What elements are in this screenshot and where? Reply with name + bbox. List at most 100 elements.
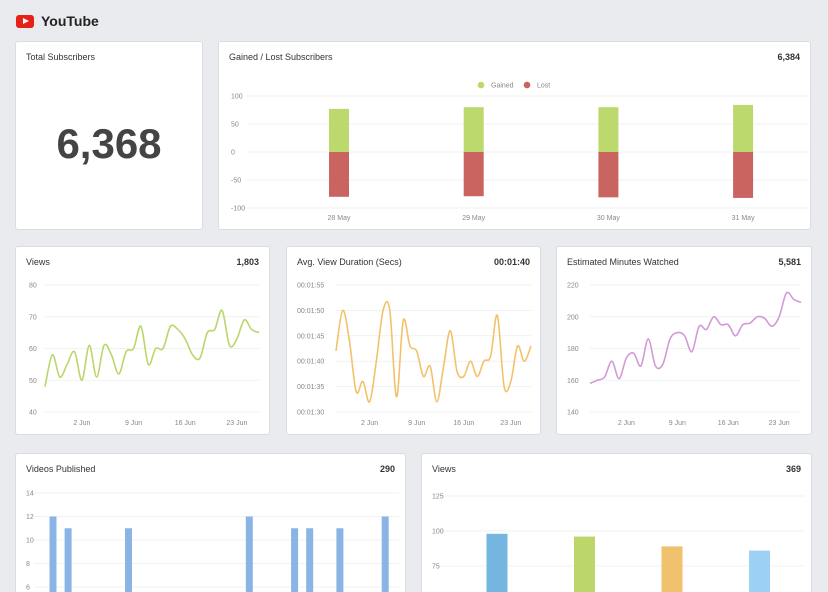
bar-gained	[733, 104, 754, 152]
y-tick-label: 140	[567, 410, 579, 417]
x-tick-label: 23 Jun	[226, 420, 247, 427]
y-tick-label: 00:01:50	[297, 308, 324, 315]
bar	[49, 516, 57, 592]
bar	[486, 533, 508, 592]
x-tick-label: 23 Jun	[500, 420, 521, 427]
x-tick-label: 9 Jun	[669, 420, 686, 427]
minutes-line-card: Estimated Minutes Watched 5,581 220 200 18…	[556, 246, 812, 435]
y-tick-label: 60	[29, 346, 37, 353]
series-line	[44, 309, 260, 387]
y-tick-label: 00:01:35	[297, 384, 324, 391]
x-tick-label: 30 May	[597, 215, 620, 222]
y-tick-label: 10	[26, 538, 34, 545]
card-total: 5,581	[778, 257, 801, 267]
bar	[245, 516, 253, 592]
bar	[306, 528, 314, 592]
y-tick-label: 50	[29, 378, 37, 385]
bar	[749, 550, 770, 592]
views-line-card: Views 1,803 80 70 60 50 40 2 Jun 9 Jun 16 Jun 23…	[15, 246, 270, 435]
legend-label: Lost	[537, 83, 550, 90]
y-tick-label: 160	[567, 378, 579, 385]
card-title: Videos Published	[26, 464, 96, 474]
y-tick-label: 6	[26, 585, 30, 592]
bar-gained	[329, 108, 349, 152]
views-line-chart: 80 70 60 50 40 2 Jun 9 Jun 16 Jun 23 Jun	[29, 283, 260, 427]
y-tick-label: 8	[26, 561, 30, 568]
y-tick-label: -50	[231, 178, 241, 185]
legend-label: Gained	[491, 83, 514, 90]
gained-lost-chart: 100 50 0 -50 -100 28 May 29 May 30 May 31 May Gai…	[231, 81, 809, 222]
x-tick-label: 2 Jun	[73, 420, 90, 427]
y-tick-label: 00:01:55	[297, 283, 324, 290]
y-tick-label: 70	[29, 314, 37, 321]
x-tick-label: 28 May	[328, 215, 351, 222]
bar	[125, 528, 132, 592]
y-tick-label: 180	[567, 346, 579, 353]
x-tick-label: 23 Jun	[769, 420, 790, 427]
x-tick-label: 16 Jun	[175, 420, 196, 427]
total-subscribers-card: Total Subscribers 6,368	[15, 41, 203, 230]
bar	[336, 528, 344, 592]
card-total: 290	[379, 464, 395, 474]
card-total: 369	[785, 464, 801, 474]
videos-published-card: Videos Published 290 14 12 10 8 6	[15, 453, 406, 592]
app-title: YouTube	[41, 13, 99, 29]
y-tick-label: 220	[567, 283, 579, 290]
x-tick-label: 9 Jun	[125, 420, 142, 427]
y-tick-label: 50	[231, 122, 239, 129]
x-tick-label: 16 Jun	[453, 420, 474, 427]
app-header: YouTube	[16, 13, 99, 29]
card-title: Gained / Lost Subscribers	[229, 52, 333, 62]
videos-published-chart: 14 12 10 8 6	[26, 491, 399, 592]
y-tick-label: 00:01:40	[297, 359, 324, 366]
bar	[661, 546, 683, 592]
total-subscribers-value: 6,368	[56, 120, 162, 167]
y-tick-label: 0	[231, 150, 235, 157]
duration-line-card: Avg. View Duration (Secs) 00:01:40 00:01…	[286, 246, 541, 435]
bar-lost	[598, 152, 619, 198]
x-tick-label: 29 May	[462, 215, 485, 222]
card-total: 00:01:40	[493, 257, 530, 267]
bar-lost	[463, 152, 484, 197]
y-tick-label: 125	[432, 494, 444, 501]
views-bar-card: Views 369 125 100 75	[421, 453, 812, 592]
y-tick-label: 00:01:30	[297, 410, 324, 417]
x-tick-label: 2 Jun	[361, 420, 378, 427]
y-tick-label: 80	[29, 283, 37, 290]
bar	[64, 528, 72, 592]
y-tick-label: 100	[432, 529, 444, 536]
series-line	[589, 291, 802, 385]
bar-gained	[598, 107, 619, 152]
y-tick-label: 14	[26, 491, 34, 498]
bar-gained	[463, 107, 484, 152]
card-title: Total Subscribers	[26, 52, 96, 62]
card-title: Avg. View Duration (Secs)	[297, 257, 402, 267]
bar	[291, 528, 299, 592]
legend-marker	[523, 81, 531, 89]
y-tick-label: 00:01:45	[297, 333, 324, 340]
youtube-play-icon	[16, 14, 34, 28]
bar	[574, 536, 595, 592]
bar-lost	[329, 152, 349, 197]
y-tick-label: 75	[432, 564, 440, 571]
minutes-line-chart: 220 200 180 160 140 2 Jun 9 Jun 16 Jun 23 Jun	[567, 283, 802, 427]
y-tick-label: 40	[29, 410, 37, 417]
views-bar-chart: 125 100 75	[432, 494, 805, 592]
x-tick-label: 9 Jun	[408, 420, 425, 427]
x-tick-label: 31 May	[732, 215, 755, 222]
card-title: Estimated Minutes Watched	[567, 257, 679, 267]
x-tick-label: 16 Jun	[718, 420, 739, 427]
bar	[381, 516, 389, 592]
legend-marker	[477, 81, 485, 89]
y-tick-label: 100	[231, 94, 243, 101]
card-title: Views	[432, 464, 456, 474]
y-tick-label: 12	[26, 514, 34, 521]
duration-line-chart: 00:01:55 00:01:50 00:01:45 00:01:40 00:01:35…	[297, 283, 532, 427]
card-title: Views	[26, 257, 50, 267]
x-tick-label: 2 Jun	[618, 420, 635, 427]
y-tick-label: 200	[567, 314, 579, 321]
series-line	[335, 301, 532, 403]
card-total: 6,384	[777, 52, 800, 62]
y-tick-label: -100	[231, 206, 245, 213]
gained-lost-card: Gained / Lost Subscribers 6,384 100 50 0 -5…	[218, 41, 811, 230]
